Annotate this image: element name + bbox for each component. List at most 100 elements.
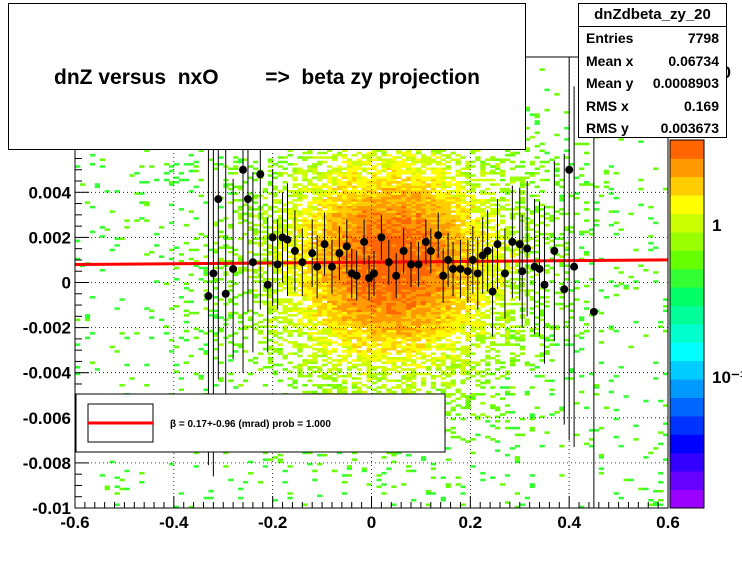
heatmap-cell (460, 287, 466, 290)
heatmap-cell (406, 232, 412, 236)
heatmap-cell (336, 451, 343, 455)
heatmap-cell (262, 190, 269, 193)
heatmap-cell (307, 151, 313, 155)
heatmap-cell (267, 318, 273, 322)
heatmap-cell (351, 226, 357, 229)
heatmap-cell (297, 190, 303, 193)
heatmap-cell (401, 162, 407, 166)
heatmap-cell (420, 277, 427, 281)
heatmap-cell (455, 325, 461, 328)
heatmap-cell (307, 379, 313, 383)
heatmap-cell (455, 181, 461, 184)
heatmap-cell (183, 338, 189, 342)
heatmap-cell (440, 153, 446, 157)
heatmap-cell (331, 291, 338, 295)
heatmap-cell (391, 314, 397, 317)
heatmap-cell (233, 156, 239, 159)
heatmap-cell (445, 386, 451, 389)
heatmap-cell (356, 228, 362, 231)
heatmap-cell (406, 327, 412, 331)
heatmap-cell (371, 185, 377, 189)
heatmap-cell (396, 187, 402, 191)
heatmap-cell (391, 235, 397, 238)
heatmap-cell (312, 275, 318, 279)
heatmap-cell (302, 239, 308, 243)
heatmap-cell (366, 201, 372, 204)
heatmap-cell (425, 307, 432, 310)
heatmap-cell (341, 196, 348, 200)
heatmap-cell (435, 320, 441, 324)
heatmap-cell (411, 383, 417, 387)
heatmap-cell (297, 196, 303, 200)
heatmap-cell (341, 271, 348, 274)
heatmap-cell (341, 190, 348, 193)
heatmap-cell (430, 194, 437, 198)
heatmap-cell (381, 350, 387, 353)
heatmap-cell (173, 266, 180, 270)
heatmap-cell (282, 241, 288, 245)
heatmap-cell (139, 201, 145, 204)
heatmap-cell (406, 156, 412, 159)
heatmap-cell (440, 325, 446, 328)
heatmap-cell (406, 379, 412, 383)
heatmap-cell (396, 208, 402, 211)
heatmap-cell (475, 383, 481, 387)
heatmap-cell (341, 390, 348, 394)
heatmap-cell (331, 275, 338, 279)
heatmap-cell (435, 323, 441, 326)
heatmap-cell (445, 356, 451, 360)
heatmap-cell (361, 361, 367, 364)
heatmap-cell (445, 196, 451, 200)
heatmap-cell (445, 293, 451, 297)
heatmap-cell (420, 343, 427, 346)
heatmap-cell (386, 212, 392, 216)
heatmap-cell (327, 280, 333, 283)
heatmap-cell (465, 167, 471, 171)
heatmap-cell (376, 185, 382, 189)
heatmap-cell (327, 293, 333, 297)
heatmap-cell (292, 314, 298, 317)
heatmap-cell (341, 296, 348, 299)
heatmap-cell (213, 296, 219, 299)
heatmap-cell (401, 277, 407, 281)
heatmap-cell (485, 291, 491, 295)
heatmap-cell (420, 156, 427, 159)
heatmap-cell (381, 316, 387, 319)
heatmap-cell (485, 199, 491, 202)
heatmap-cell (238, 160, 244, 164)
heatmap-cell (267, 289, 273, 292)
heatmap-cell (386, 291, 392, 295)
heatmap-cell (267, 160, 273, 164)
heatmap-cell (351, 165, 357, 168)
heatmap-cell (361, 176, 367, 180)
heatmap-cell (307, 309, 313, 313)
heatmap-cell (445, 176, 451, 180)
heatmap-cell (411, 293, 417, 297)
heatmap-cell (351, 300, 357, 304)
heatmap-cell (346, 474, 353, 477)
heatmap-cell (391, 300, 397, 304)
heatmap-cell (346, 336, 353, 340)
heatmap-cell (430, 158, 437, 162)
heatmap-cell (287, 255, 293, 258)
heatmap-cell (238, 208, 244, 211)
heatmap-cell (430, 323, 437, 326)
heatmap-cell (450, 370, 456, 373)
heatmap-cell (425, 273, 432, 277)
heatmap-cell (193, 160, 199, 164)
heatmap-cell (322, 347, 328, 351)
heatmap-cell (366, 318, 372, 322)
heatmap-cell (228, 316, 234, 319)
heatmap-cell (361, 199, 367, 202)
heatmap-cell (411, 347, 417, 351)
heatmap-cell (470, 296, 476, 299)
heatmap-cell (238, 158, 244, 162)
heatmap-cell (267, 338, 273, 342)
heatmap-cell (411, 268, 417, 272)
heatmap-cell (331, 237, 338, 240)
heatmap-cell (297, 156, 303, 159)
heatmap-cell (75, 257, 81, 261)
heatmap-cell (356, 203, 362, 207)
heatmap-cell (312, 370, 318, 373)
heatmap-cell (346, 230, 353, 234)
